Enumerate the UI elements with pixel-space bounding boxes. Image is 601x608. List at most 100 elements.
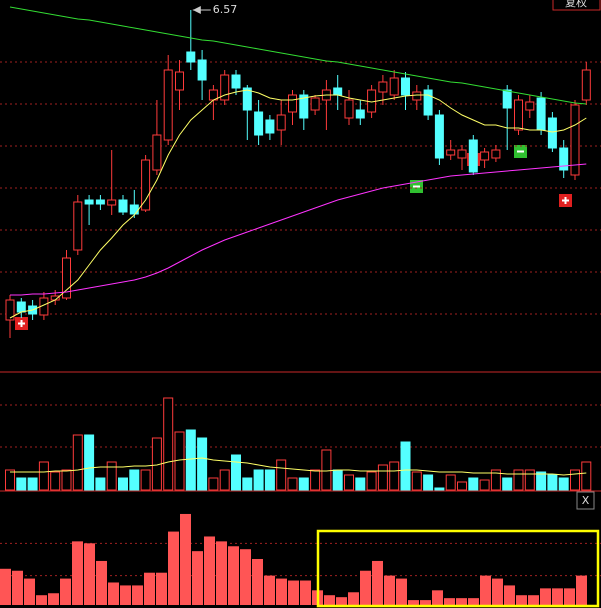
candle-body xyxy=(310,97,320,111)
candle-body xyxy=(220,74,230,101)
indicator-bar xyxy=(192,551,203,605)
volume-bar xyxy=(242,477,253,491)
adjust-button[interactable] xyxy=(552,0,601,11)
candle-body xyxy=(95,199,105,205)
indicator-bar xyxy=(552,588,563,605)
indicator-bar xyxy=(0,568,11,605)
volume-bar xyxy=(208,477,219,491)
candle-body xyxy=(288,94,297,113)
candle-body xyxy=(446,149,456,156)
indicator-bar xyxy=(36,595,47,605)
candle-body xyxy=(502,89,512,109)
volume-bar xyxy=(479,479,490,491)
volume-bar xyxy=(490,469,501,491)
candle-body xyxy=(276,114,286,131)
volume-bar xyxy=(163,397,174,491)
adjust-button-label[interactable]: 复权 xyxy=(565,0,587,9)
volume-bar xyxy=(536,471,547,491)
sell-signal xyxy=(410,180,423,193)
highlight-box xyxy=(316,529,600,608)
candle-body xyxy=(175,71,184,91)
candle-body xyxy=(401,77,410,96)
volume-bar xyxy=(129,469,140,491)
candle-body xyxy=(389,77,399,96)
volume-bar xyxy=(502,477,513,491)
volume-bar xyxy=(366,471,377,491)
indicator-bar xyxy=(576,575,587,605)
volume-bar xyxy=(570,469,580,491)
indicator-bar xyxy=(216,541,227,605)
indicator-bar xyxy=(168,531,179,605)
volume-bar xyxy=(27,477,38,491)
volume-bar xyxy=(84,434,95,491)
candle-body xyxy=(242,87,252,111)
buy-signal xyxy=(559,194,572,207)
indicator-bar xyxy=(492,578,503,605)
volume-bar xyxy=(140,469,151,491)
candle-body xyxy=(231,74,241,89)
candle-body xyxy=(412,91,422,101)
indicator-bar xyxy=(132,585,143,605)
indicator-bar xyxy=(96,560,107,605)
candle-body xyxy=(152,134,162,171)
volume-bar xyxy=(95,477,106,491)
volume-bar xyxy=(72,434,83,491)
volume-bar xyxy=(310,469,321,491)
candle-body xyxy=(333,87,343,96)
indicator-bar xyxy=(72,541,83,605)
volume-bar xyxy=(423,474,434,491)
candle-body xyxy=(457,149,467,159)
volume-bar xyxy=(298,477,309,491)
volume-bar xyxy=(16,477,27,491)
candle-body xyxy=(107,199,117,206)
indicator-bar xyxy=(60,578,71,605)
volume-bar xyxy=(276,459,287,491)
volume-bar xyxy=(61,469,72,491)
indicator-bar xyxy=(324,595,335,605)
candle-body xyxy=(254,111,264,136)
volume-bar xyxy=(411,471,422,491)
indicator-bar xyxy=(180,513,191,605)
indicator-bar xyxy=(156,572,167,605)
indicator-bar xyxy=(336,597,347,605)
indicator-bar xyxy=(372,560,383,605)
volume-bar xyxy=(106,461,117,491)
candle-body xyxy=(525,101,535,111)
volume-bar xyxy=(219,469,230,491)
candle-body xyxy=(197,59,207,81)
volume-bar xyxy=(468,477,479,491)
volume-bar xyxy=(581,461,592,491)
moving-average-line xyxy=(10,457,587,476)
candle-body xyxy=(73,201,83,251)
candle-body xyxy=(423,89,433,116)
close-button[interactable] xyxy=(576,491,595,510)
candle-body xyxy=(547,117,557,149)
indicator-bar xyxy=(240,549,251,605)
volume-bar xyxy=(332,469,343,491)
moving-average-line xyxy=(9,6,587,105)
candle-body xyxy=(62,257,71,299)
candle-body xyxy=(491,149,501,159)
volume-bar xyxy=(434,487,445,491)
volume-bar xyxy=(118,477,128,491)
volume-bar xyxy=(253,469,264,491)
indicator-bar xyxy=(252,558,263,605)
moving-average-line xyxy=(10,163,587,296)
candle-body xyxy=(186,51,196,63)
candle-body xyxy=(434,114,444,159)
max-price-label: 6.57 xyxy=(213,3,238,16)
candle-body xyxy=(141,159,151,211)
max-pointer-arrow xyxy=(192,6,201,14)
candle-body xyxy=(344,99,354,119)
indicator-bar xyxy=(12,570,23,605)
volume-bar xyxy=(50,471,61,491)
indicator-bar xyxy=(48,593,59,605)
indicator-bar xyxy=(120,585,131,605)
volume-bar xyxy=(524,469,535,491)
volume-bar xyxy=(38,461,49,491)
volume-bar xyxy=(321,449,332,491)
close-button-label[interactable]: X xyxy=(582,494,590,507)
indicator-bar xyxy=(84,543,95,605)
candle-body xyxy=(84,199,94,205)
volume-bar xyxy=(389,461,400,491)
